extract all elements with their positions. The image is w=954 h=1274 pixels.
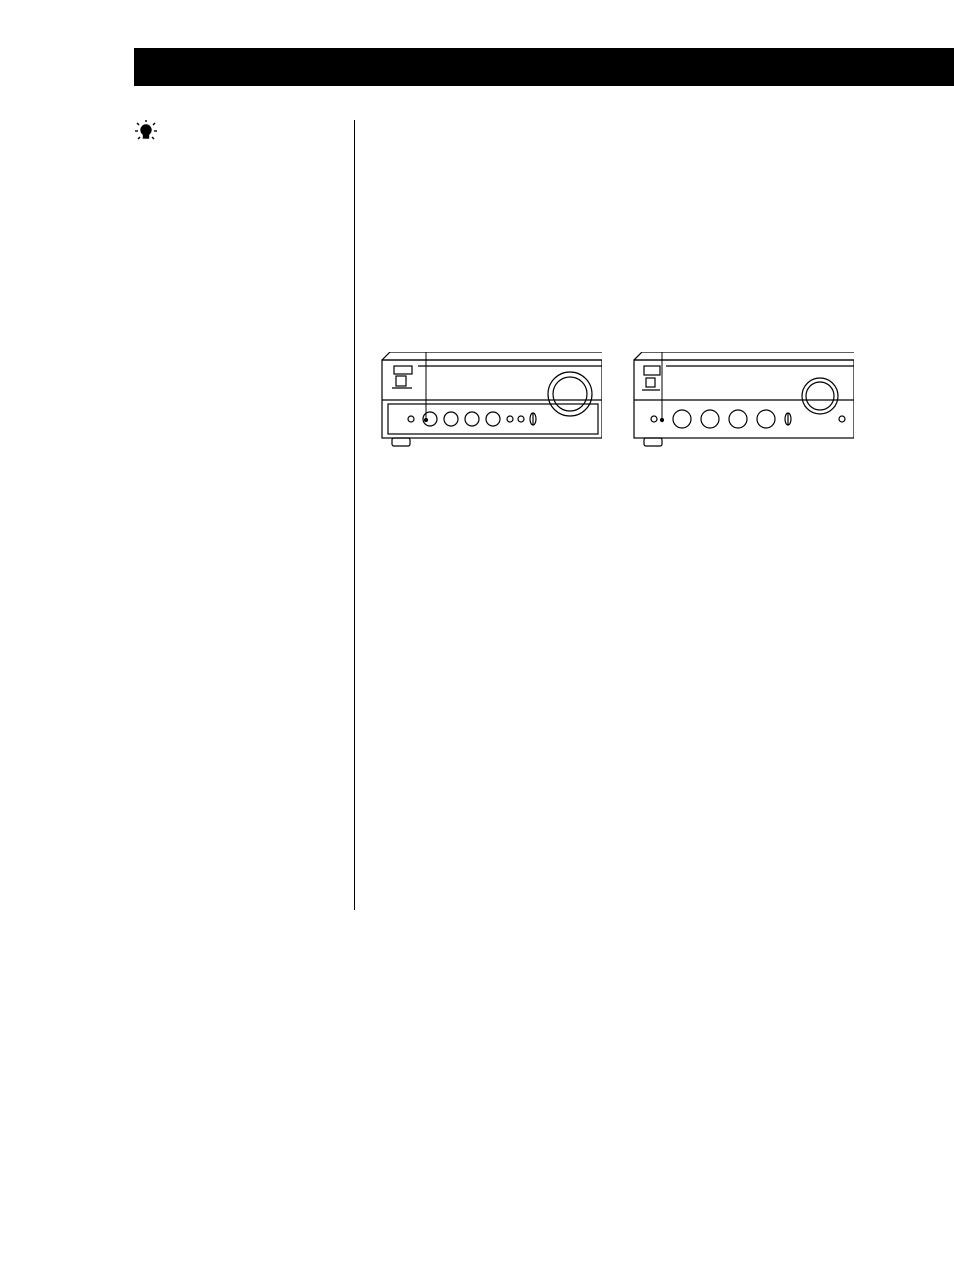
header-black-bar <box>134 48 954 86</box>
lightbulb-tip-icon <box>134 120 158 144</box>
column-divider <box>354 120 355 910</box>
receiver-illustration-left <box>378 352 602 444</box>
receiver-illustration-right <box>630 352 854 444</box>
